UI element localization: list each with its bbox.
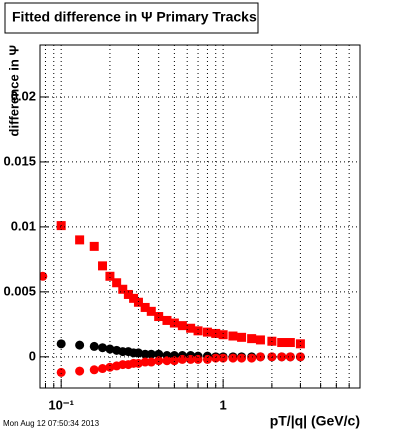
point (154, 312, 164, 322)
y-tick-label: 0.01 (11, 218, 36, 233)
point (75, 366, 85, 376)
point (123, 289, 133, 299)
point (177, 321, 187, 331)
point (105, 362, 115, 372)
point (211, 353, 221, 363)
point (193, 326, 203, 336)
point (98, 364, 108, 374)
point (169, 318, 179, 328)
point (129, 293, 139, 303)
point (133, 348, 143, 358)
point (285, 352, 295, 362)
y-tick-label: 0 (29, 348, 36, 363)
y-axis-label: difference in Ψ (6, 45, 21, 136)
title-box (4, 2, 259, 34)
point (40, 271, 48, 281)
point (162, 315, 172, 325)
point (247, 353, 257, 363)
x-axis-label: pT/|q| (GeV/c) (270, 413, 360, 429)
point (89, 341, 99, 351)
point (154, 356, 164, 366)
frame (39, 44, 361, 389)
point (255, 335, 265, 345)
point (75, 235, 85, 245)
point (56, 339, 66, 349)
point (202, 354, 212, 364)
chart-title: Fitted difference in Ψ Primary Tracks (12, 9, 257, 25)
point (146, 306, 156, 316)
point (162, 356, 172, 366)
point (202, 327, 212, 337)
point (237, 353, 247, 363)
point (285, 338, 295, 348)
plot-area (40, 221, 305, 377)
point (277, 352, 287, 362)
point (105, 271, 115, 281)
point (267, 352, 277, 362)
timestamp: Mon Aug 12 07:50:34 2013 (3, 419, 100, 428)
point (295, 339, 305, 349)
x-tick-label: 10⁻¹ (48, 397, 74, 412)
point (89, 365, 99, 375)
point (133, 358, 143, 368)
point (56, 367, 66, 377)
point (75, 340, 85, 350)
y-tick-label: 0.005 (3, 283, 36, 298)
point (98, 343, 108, 353)
point (247, 334, 257, 344)
point (133, 297, 143, 307)
x-tick-label: 1 (220, 397, 227, 412)
point (218, 330, 228, 340)
point (112, 278, 122, 288)
point (218, 353, 228, 363)
point (277, 338, 287, 348)
y-tick-label: 0.015 (3, 153, 36, 168)
y-tick-label: 0.02 (11, 88, 36, 103)
point (118, 284, 128, 294)
point (146, 349, 156, 359)
point (169, 356, 179, 366)
point (228, 353, 238, 363)
point (237, 332, 247, 342)
point (89, 241, 99, 251)
point (193, 354, 203, 364)
point (98, 261, 108, 271)
point (140, 302, 150, 312)
point (228, 331, 238, 341)
point (177, 354, 187, 364)
point (186, 323, 196, 333)
point (146, 357, 156, 367)
